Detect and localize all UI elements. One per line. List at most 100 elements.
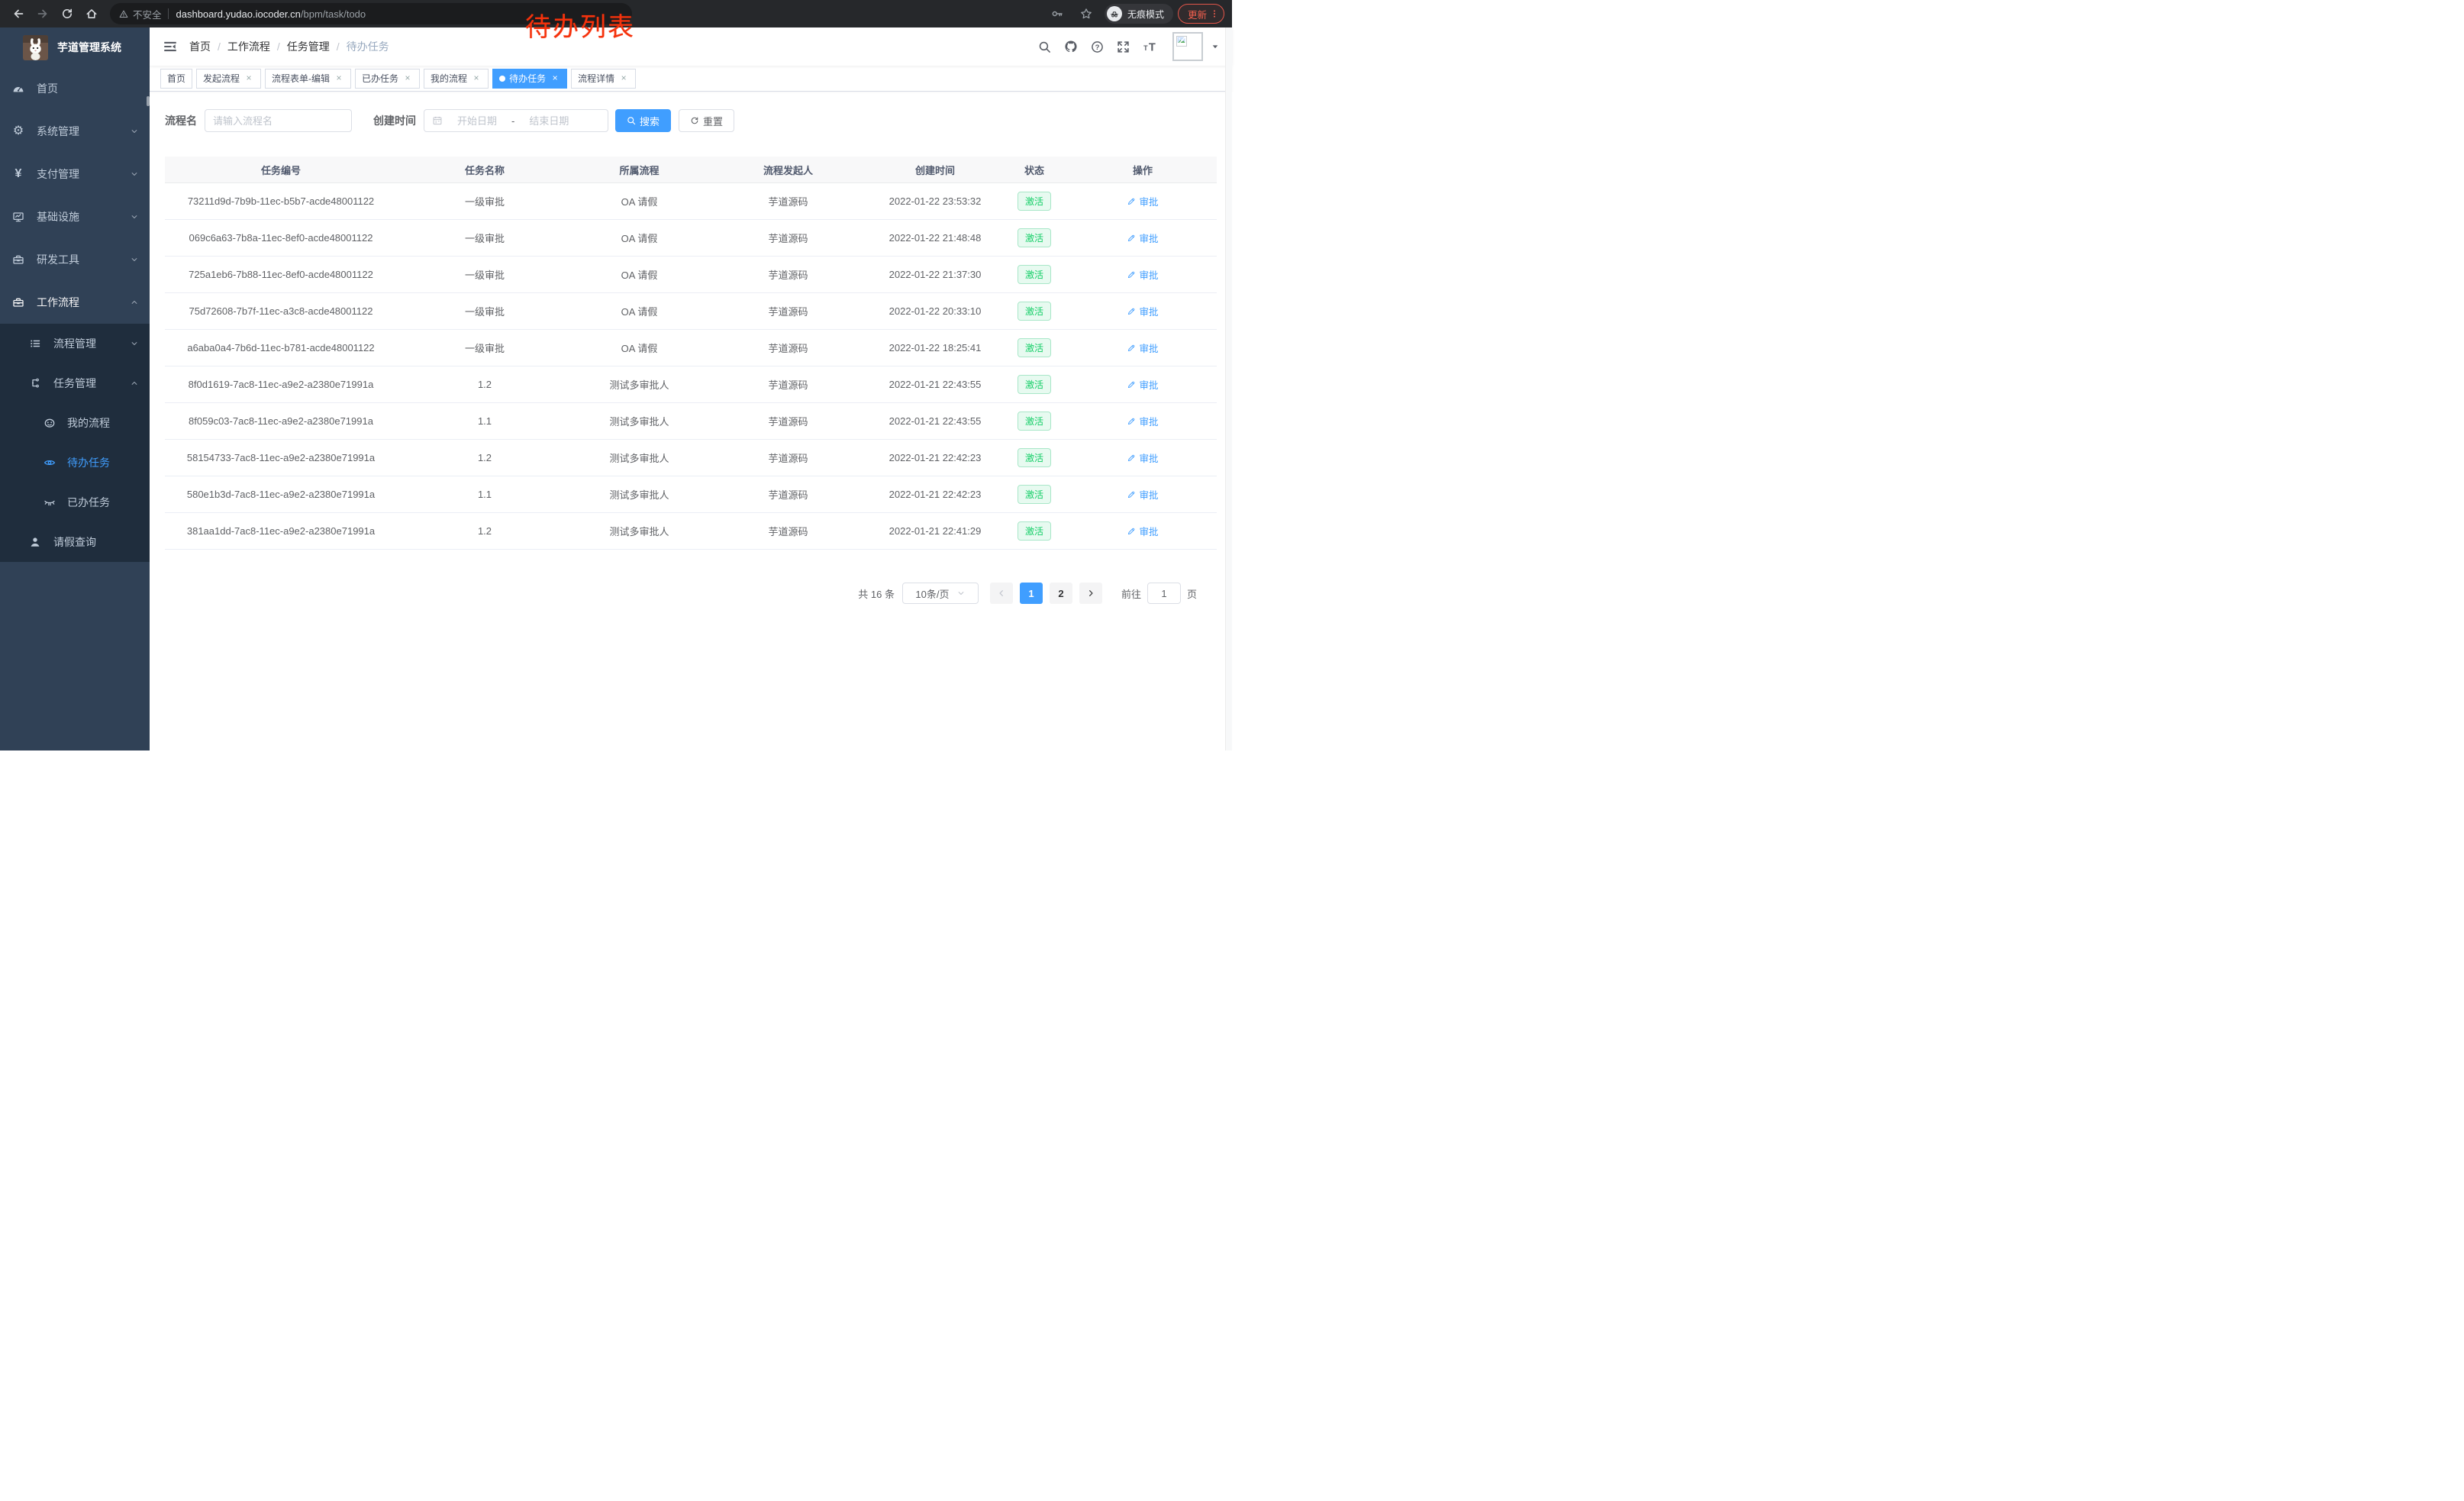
sidebar-item-system[interactable]: ⚙ 系统管理 — [0, 110, 150, 153]
tab-start-process[interactable]: 发起流程 × — [196, 68, 262, 89]
edit-icon — [1127, 490, 1136, 499]
sidebar-item-infrastructure[interactable]: 基础设施 — [0, 195, 150, 238]
table-header-row: 任务编号 任务名称 所属流程 流程发起人 创建时间 状态 操作 — [165, 157, 1217, 183]
goto-page-input[interactable] — [1147, 583, 1181, 604]
sidebar-item-payment[interactable]: ¥ 支付管理 — [0, 153, 150, 195]
process-name-input[interactable] — [213, 115, 343, 127]
table-row: 58154733-7ac8-11ec-a9e2-a2380e71991a 1.2… — [165, 440, 1217, 476]
avatar-caret-icon[interactable] — [1211, 42, 1220, 51]
page-button-1[interactable]: 1 — [1019, 583, 1043, 604]
process-cell: OA 请假 — [621, 270, 658, 281]
app-logo[interactable]: 芋道管理系统 — [0, 27, 150, 67]
help-icon[interactable] — [1091, 40, 1104, 53]
github-icon[interactable] — [1064, 40, 1078, 53]
next-page-button[interactable] — [1079, 583, 1102, 604]
tab-done-tasks[interactable]: 已办任务 × — [355, 68, 421, 89]
bookmark-star-icon[interactable] — [1076, 3, 1097, 24]
tab-home[interactable]: 首页 — [160, 68, 193, 89]
breadcrumb-home[interactable]: 首页 — [189, 40, 211, 53]
end-date-input[interactable] — [521, 115, 578, 127]
tab-todo-tasks[interactable]: 待办任务 × — [492, 68, 568, 89]
edit-icon — [1127, 234, 1136, 243]
approve-link[interactable]: 审批 — [1127, 194, 1159, 208]
hamburger-icon[interactable] — [157, 34, 183, 60]
approve-link[interactable]: 审批 — [1127, 414, 1159, 428]
approve-link[interactable]: 审批 — [1127, 450, 1159, 465]
status-badge: 激活 — [1017, 265, 1051, 284]
close-icon[interactable]: × — [621, 72, 627, 83]
approve-link[interactable]: 审批 — [1127, 524, 1159, 538]
column-header: 所属流程 — [619, 164, 660, 176]
browser-menu-dots-icon[interactable] — [1210, 9, 1219, 18]
close-icon[interactable]: × — [552, 72, 558, 83]
status-badge: 激活 — [1017, 448, 1051, 467]
page-button-2[interactable]: 2 — [1049, 583, 1072, 604]
action-cell: 审批 — [1069, 257, 1217, 292]
search-button[interactable]: 搜索 — [615, 109, 672, 132]
close-icon[interactable]: × — [336, 72, 342, 83]
window-scrollbar[interactable] — [1225, 27, 1232, 750]
browser-home-button[interactable] — [81, 3, 102, 24]
address-bar[interactable]: 不安全 dashboard.yudao.iocoder.cn/bpm/task/… — [110, 3, 632, 24]
tab-process-detail[interactable]: 流程详情 × — [571, 68, 637, 89]
tab-process-form-edit[interactable]: 流程表单-编辑 × — [265, 68, 352, 89]
incognito-icon — [1106, 6, 1122, 21]
browser-update-button[interactable]: 更新 — [1177, 4, 1224, 24]
approve-link[interactable]: 审批 — [1127, 377, 1159, 392]
task-name-cell: 1.2 — [477, 452, 492, 463]
approve-link[interactable]: 审批 — [1127, 267, 1159, 282]
scrollbar-thumb[interactable] — [147, 96, 150, 106]
starter-cell: 芋道源码 — [768, 233, 808, 244]
goto-label: 前往 — [1121, 588, 1141, 600]
reset-button[interactable]: 重置 — [679, 109, 735, 132]
action-cell: 审批 — [1069, 476, 1217, 512]
browser-back-button[interactable] — [8, 3, 29, 24]
approve-link[interactable]: 审批 — [1127, 304, 1159, 318]
sidebar-item-home[interactable]: 首页 — [0, 67, 150, 110]
starter-cell: 芋道源码 — [768, 306, 808, 318]
approve-link[interactable]: 审批 — [1127, 231, 1159, 245]
sidebar-item-leave-query[interactable]: 请假查询 — [0, 522, 150, 562]
browser-forward-button[interactable] — [32, 3, 53, 24]
browser-reload-button[interactable] — [56, 3, 78, 24]
edit-icon — [1127, 270, 1136, 279]
chevron-down-icon — [130, 339, 139, 348]
approve-link[interactable]: 审批 — [1127, 487, 1159, 502]
sidebar-item-task-management[interactable]: 任务管理 — [0, 363, 150, 403]
create-time-cell: 2022-01-21 22:42:23 — [889, 452, 982, 463]
prev-page-button[interactable] — [989, 583, 1013, 604]
close-icon[interactable]: × — [473, 72, 479, 83]
starter-cell: 芋道源码 — [768, 526, 808, 537]
status-badge: 激活 — [1017, 192, 1051, 211]
page-size-select[interactable]: 10条/页 — [901, 583, 979, 604]
status-cell: 激活 — [1000, 183, 1069, 219]
status-cell: 激活 — [1000, 220, 1069, 256]
tab-my-process[interactable]: 我的流程 × — [424, 68, 489, 89]
close-icon[interactable]: × — [405, 72, 411, 83]
breadcrumb-task-management[interactable]: 任务管理 — [286, 40, 330, 53]
sidebar-item-my-process[interactable]: 我的流程 — [0, 403, 150, 443]
fullscreen-icon[interactable] — [1117, 40, 1130, 53]
start-date-input[interactable] — [449, 115, 505, 127]
status-badge: 激活 — [1017, 521, 1051, 541]
total-count-label: 共 16 条 — [858, 588, 895, 600]
date-range-picker[interactable]: - — [424, 109, 608, 132]
sidebar-item-todo-tasks[interactable]: 待办任务 — [0, 443, 150, 483]
user-icon — [29, 536, 41, 548]
security-label[interactable]: 不安全 — [133, 9, 162, 21]
avatar[interactable] — [1172, 32, 1203, 61]
toolbox-icon — [12, 253, 24, 266]
red-annotation-text: 待办列表 — [525, 13, 635, 42]
sidebar-item-dev-tools[interactable]: 研发工具 — [0, 238, 150, 281]
approve-link[interactable]: 审批 — [1127, 341, 1159, 355]
font-size-icon[interactable] — [1143, 40, 1156, 53]
edit-icon — [1127, 380, 1136, 389]
sidebar-item-workflow[interactable]: 工作流程 — [0, 281, 150, 324]
sidebar-item-process-management[interactable]: 流程管理 — [0, 324, 150, 363]
breadcrumb-workflow[interactable]: 工作流程 — [227, 40, 270, 53]
search-icon[interactable] — [1038, 40, 1051, 53]
create-time-cell: 2022-01-22 21:48:48 — [889, 232, 982, 244]
close-icon[interactable]: × — [246, 72, 252, 83]
password-key-icon[interactable] — [1047, 3, 1068, 24]
sidebar-item-done-tasks[interactable]: 已办任务 — [0, 483, 150, 522]
